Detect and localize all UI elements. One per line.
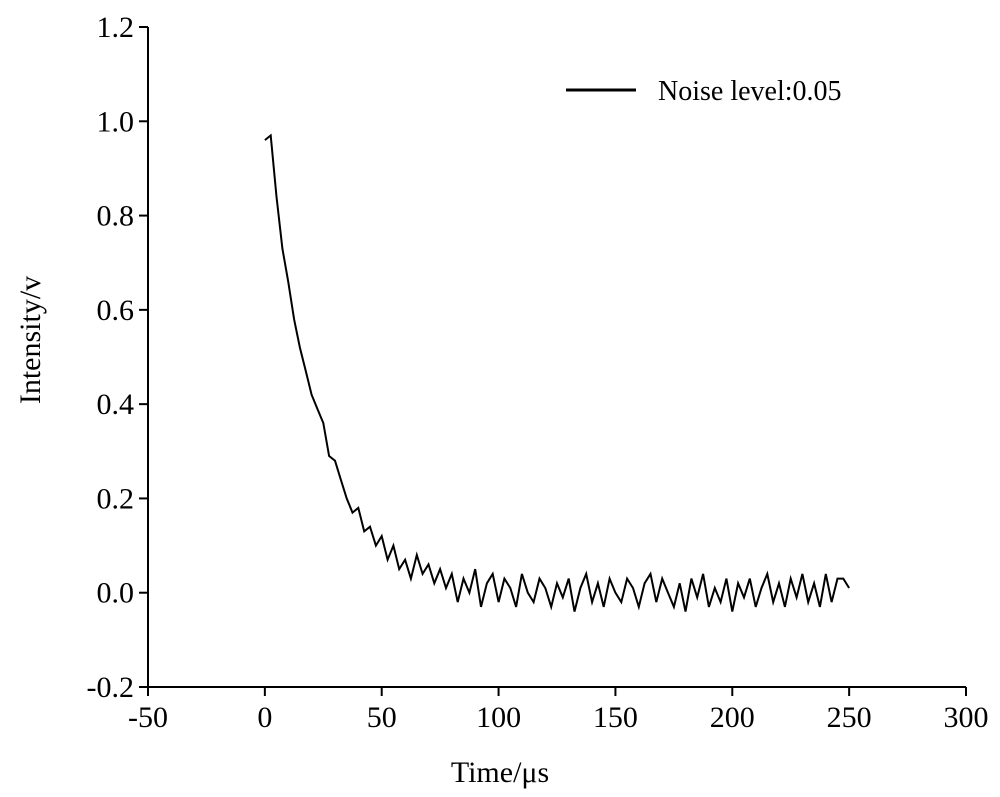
y-axis-title: Intensity/v [14,276,47,404]
x-axis-title: Time/μs [451,756,549,789]
x-tick-label: 250 [827,701,872,734]
x-tick-label: 100 [476,701,521,734]
x-tick-label: -50 [128,701,168,734]
x-tick-label: 300 [944,701,989,734]
y-tick-label: -0.2 [87,671,135,704]
y-tick-label: 1.0 [97,105,135,138]
data-line [264,133,850,612]
y-tick-label: 0.0 [97,577,135,610]
legend-label: Noise level:0.05 [658,76,842,107]
x-tick-label: 0 [257,701,272,734]
x-tick-label: 150 [593,701,638,734]
x-tick-label: 200 [710,701,755,734]
y-tick-label: 0.8 [97,200,135,233]
y-tick-label: 1.2 [97,11,135,44]
y-tick-label: 0.2 [97,482,135,515]
y-tick-label: 0.4 [97,388,135,421]
x-tick-label: 50 [367,701,397,734]
y-tick-label: 0.6 [97,294,135,327]
